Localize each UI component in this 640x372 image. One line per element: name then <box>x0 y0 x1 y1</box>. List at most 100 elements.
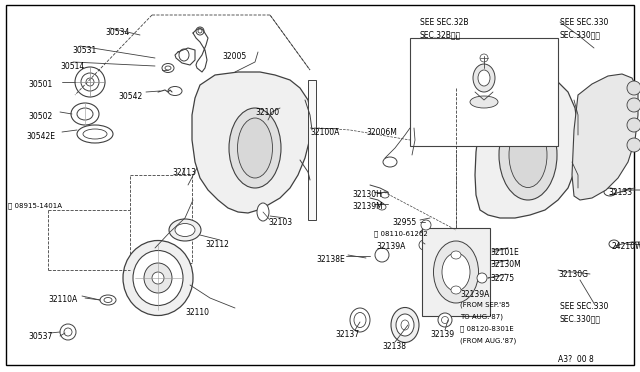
Text: 30502: 30502 <box>28 112 52 121</box>
Text: 32275: 32275 <box>490 274 514 283</box>
Text: 32130G: 32130G <box>558 270 588 279</box>
Bar <box>422 228 490 316</box>
Ellipse shape <box>196 27 204 35</box>
Text: 32130M: 32130M <box>490 260 521 269</box>
Ellipse shape <box>391 308 419 343</box>
Polygon shape <box>572 74 638 200</box>
Text: 32139A: 32139A <box>376 242 405 251</box>
Text: Ⓑ 08110-61262: Ⓑ 08110-61262 <box>374 230 428 237</box>
Ellipse shape <box>179 49 189 61</box>
Ellipse shape <box>104 298 112 302</box>
Ellipse shape <box>438 313 452 327</box>
Text: 32139M: 32139M <box>352 202 383 211</box>
Text: 32006M: 32006M <box>366 128 397 137</box>
Ellipse shape <box>77 108 93 120</box>
Ellipse shape <box>421 220 431 230</box>
Ellipse shape <box>257 203 269 221</box>
Ellipse shape <box>381 192 389 198</box>
Ellipse shape <box>144 263 172 293</box>
Text: SEE SEC.330: SEE SEC.330 <box>560 18 609 27</box>
Ellipse shape <box>383 157 397 167</box>
Text: 32113: 32113 <box>172 168 196 177</box>
Text: 32100: 32100 <box>255 108 279 117</box>
Text: 30534: 30534 <box>105 28 129 37</box>
Text: Ⓜ 08915-1401A: Ⓜ 08915-1401A <box>8 202 62 209</box>
Text: 32110A: 32110A <box>48 295 77 304</box>
Ellipse shape <box>509 122 547 187</box>
Text: 32139: 32139 <box>430 330 454 339</box>
Text: SEC.330参照: SEC.330参照 <box>560 30 601 39</box>
Bar <box>308 80 316 220</box>
Ellipse shape <box>419 240 429 250</box>
Ellipse shape <box>350 308 370 332</box>
Text: A3?  00 8: A3? 00 8 <box>558 355 594 364</box>
Ellipse shape <box>64 328 72 336</box>
Text: 32955: 32955 <box>392 218 416 227</box>
Text: 32138: 32138 <box>382 342 406 351</box>
Bar <box>130 175 192 263</box>
Text: SEC.330参照: SEC.330参照 <box>560 314 601 323</box>
Ellipse shape <box>473 64 495 92</box>
Ellipse shape <box>375 248 389 262</box>
Text: 32139A: 32139A <box>460 290 490 299</box>
Ellipse shape <box>175 224 195 237</box>
Ellipse shape <box>477 273 487 283</box>
Text: 32112: 32112 <box>205 240 229 249</box>
Text: (FROM AUG.'87): (FROM AUG.'87) <box>460 337 516 343</box>
Ellipse shape <box>237 118 273 178</box>
Ellipse shape <box>480 54 488 62</box>
Ellipse shape <box>442 317 449 324</box>
Text: Ⓑ 08120-8301E: Ⓑ 08120-8301E <box>460 325 514 331</box>
Text: 32133: 32133 <box>608 188 632 197</box>
Text: 24210W: 24210W <box>612 242 640 251</box>
Ellipse shape <box>198 29 202 33</box>
Text: SEE SEC.330: SEE SEC.330 <box>560 302 609 311</box>
Ellipse shape <box>378 204 386 210</box>
Ellipse shape <box>499 110 557 200</box>
Ellipse shape <box>609 240 619 248</box>
Ellipse shape <box>71 103 99 125</box>
Ellipse shape <box>165 66 171 70</box>
Ellipse shape <box>433 241 479 303</box>
Ellipse shape <box>169 219 201 241</box>
Ellipse shape <box>60 324 76 340</box>
Polygon shape <box>475 74 578 218</box>
Ellipse shape <box>604 188 616 196</box>
Text: SEC.32B参照: SEC.32B参照 <box>420 30 461 39</box>
Text: TO AUG.'87): TO AUG.'87) <box>460 313 503 320</box>
Ellipse shape <box>81 73 99 91</box>
Text: 30542: 30542 <box>118 92 142 101</box>
Text: 32103: 32103 <box>268 218 292 227</box>
Text: 32100A: 32100A <box>310 128 339 137</box>
Ellipse shape <box>396 314 414 336</box>
Text: 30542E: 30542E <box>26 132 55 141</box>
Ellipse shape <box>401 320 409 330</box>
Polygon shape <box>192 72 312 213</box>
Ellipse shape <box>86 78 94 86</box>
Text: 30514: 30514 <box>60 62 84 71</box>
Ellipse shape <box>100 295 116 305</box>
Ellipse shape <box>627 98 640 112</box>
Ellipse shape <box>83 129 107 139</box>
Text: 32110: 32110 <box>185 308 209 317</box>
Text: 32137: 32137 <box>335 330 359 339</box>
Ellipse shape <box>478 70 490 86</box>
Ellipse shape <box>77 125 113 143</box>
Ellipse shape <box>152 272 164 284</box>
Text: 32101E: 32101E <box>490 248 519 257</box>
Text: 30531: 30531 <box>72 46 96 55</box>
Bar <box>410 38 558 146</box>
Text: 30501: 30501 <box>28 80 52 89</box>
Ellipse shape <box>627 81 640 95</box>
Ellipse shape <box>133 250 183 305</box>
Ellipse shape <box>229 108 281 188</box>
Text: 30537: 30537 <box>28 332 52 341</box>
Ellipse shape <box>451 286 461 294</box>
Text: 32138E: 32138E <box>316 255 345 264</box>
Text: SEE SEC.32B: SEE SEC.32B <box>420 18 468 27</box>
Ellipse shape <box>354 312 366 327</box>
Ellipse shape <box>627 118 640 132</box>
Ellipse shape <box>123 241 193 315</box>
Ellipse shape <box>442 253 470 291</box>
Text: (FROM SEP.'85: (FROM SEP.'85 <box>460 302 510 308</box>
